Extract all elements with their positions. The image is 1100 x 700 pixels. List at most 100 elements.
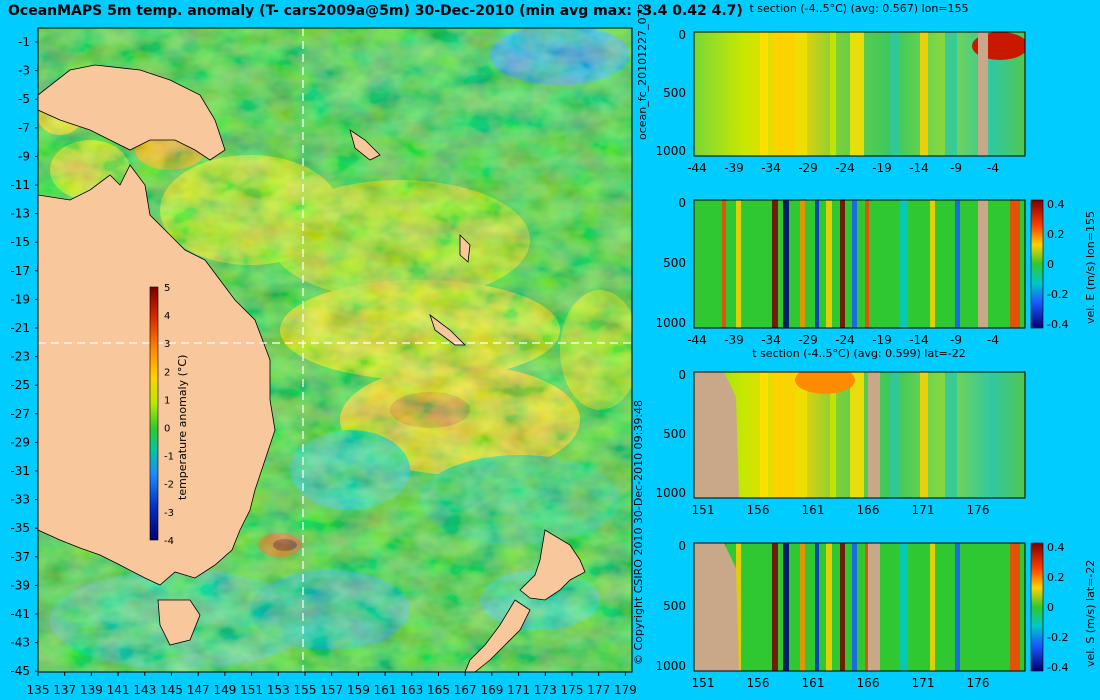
section-stripe: [795, 372, 807, 498]
lon-tick-label: 141: [107, 683, 130, 697]
colorbar-tick-label: -2: [164, 480, 174, 491]
section-stripe: [736, 543, 741, 671]
section-x-tick-label: 161: [802, 503, 825, 517]
velocity-colorbar-tick: -0.4: [1047, 661, 1068, 674]
lat-tick-label: -43: [10, 636, 30, 650]
section-stripe: [773, 372, 783, 498]
lat-tick-label: -31: [10, 464, 30, 478]
colorbar-tick-label: 2: [164, 367, 170, 378]
section-x-tick-label: 171: [912, 676, 935, 690]
section-stripe: [865, 543, 869, 671]
depth-tick-label: 0: [678, 368, 686, 382]
lat-tick-label: -7: [18, 121, 30, 135]
lat-tick-label: -45: [10, 664, 30, 678]
lon-tick-label: 167: [454, 683, 477, 697]
section-x-tick-label: -39: [724, 161, 744, 175]
lat-tick-label: -17: [10, 264, 30, 278]
section-x-tick-label: -29: [798, 333, 818, 347]
section-stripe: [760, 32, 768, 156]
lat-tick-label: -37: [10, 550, 30, 564]
lat-tick-label: -5: [18, 92, 30, 106]
section-stripe: [815, 200, 819, 328]
tasmania: [157, 599, 201, 646]
map-frame: [37, 27, 633, 673]
section-stripe: [783, 543, 789, 671]
section-x-tick-label: 151: [692, 676, 715, 690]
lon-tick-label: 157: [320, 683, 343, 697]
lat-tick-label: -9: [18, 149, 30, 163]
section-stripe: [800, 543, 805, 671]
lat-tick-label: -13: [10, 207, 30, 221]
section-stripe: [830, 32, 836, 156]
section-stripe: [722, 200, 726, 328]
depth-tick-label: 0: [678, 196, 686, 210]
velocity-colorbar-tick: 0: [1047, 258, 1054, 271]
lon-tick-label: 145: [160, 683, 183, 697]
lon-tick-label: 135: [27, 683, 50, 697]
temperature-colorbar: 5 4 3 2 1 0 -1 -2 -3 -4 temperature anomaly (°C): [149, 283, 189, 547]
section-x-tick-label: -29: [798, 161, 818, 175]
latitude-axis: -1 -3 -5 -7 -9 -11 -13 -15 -17 -19 -21 -23 -25 -27 -29…: [10, 35, 38, 678]
lon-tick-label: 169: [480, 683, 503, 697]
section-land: [868, 372, 880, 498]
lat-tick-label: -23: [10, 350, 30, 364]
continental-slope: [694, 372, 739, 498]
section-stripe: [760, 372, 768, 498]
section-stripe: [773, 32, 783, 156]
section-stripe: [930, 200, 935, 328]
velocity-colorbar-tick: 0.2: [1047, 228, 1065, 241]
section-x-tick-label: -34: [761, 333, 781, 347]
section-stripe: [1010, 200, 1020, 328]
lat-tick-label: -27: [10, 407, 30, 421]
section-x-tick-label: -24: [835, 161, 855, 175]
velocity-colorbar-tick: -0.2: [1047, 631, 1068, 644]
section-x-tick-label: 176: [967, 676, 990, 690]
section-frame: [693, 371, 1026, 499]
velocity-colorbar-tick: 0: [1047, 601, 1054, 614]
lat-tick-label: -1: [18, 35, 30, 49]
continental-slope: [694, 543, 739, 671]
section-panel-3: t section (-4..5°C) (avg: 0.599) lat=-22…: [655, 347, 1026, 517]
section-x-tick-label: -39: [724, 333, 744, 347]
colorbar-tick-label: 1: [164, 395, 170, 406]
section-stripe: [955, 543, 960, 671]
section-field: [694, 543, 1025, 671]
section-stripe: [920, 372, 928, 498]
section-stripe: [930, 543, 935, 671]
section-x-tick-label: -9: [950, 333, 962, 347]
lat-tick-label: -29: [10, 435, 30, 449]
colorbar-ticks: 5 4 3 2 1 0 -1 -2 -3 -4: [164, 283, 174, 547]
lat-tick-label: -35: [10, 521, 30, 535]
lon-tick-label: 159: [347, 683, 370, 697]
section-stripe: [900, 200, 908, 328]
lon-tick-label: 149: [213, 683, 236, 697]
lat-tick-label: -25: [10, 378, 30, 392]
velocity-colorbar-tick: 0.4: [1047, 541, 1065, 554]
section-stripe: [840, 543, 845, 671]
section-stripe: [772, 543, 778, 671]
lon-tick-label: 173: [534, 683, 557, 697]
longitude-axis: 135 137 139 141 143 145 147 149 151 153 155 157 159 1…: [27, 672, 637, 697]
lat-tick-label: -11: [10, 178, 30, 192]
lon-tick-label: 147: [187, 683, 210, 697]
lat-tick-label: -19: [10, 292, 30, 306]
colorbar-label: temperature anomaly (°C): [176, 355, 189, 500]
section-x-tick-label: -34: [761, 161, 781, 175]
colorbar-tick-label: -1: [164, 452, 174, 463]
lat-tick-label: -39: [10, 578, 30, 592]
section-stripe: [920, 32, 928, 156]
section-stripe: [900, 543, 908, 671]
lat-tick-label: -3: [18, 64, 30, 78]
section-panel-4: 0 500 1000 151 156 161 166 171 176 0.4 0.2 0 -0.2 -0.…: [655, 539, 1097, 690]
page-title: OceanMAPS 5m temp. anomaly (T- cars2009a…: [8, 3, 743, 19]
section-land: [978, 32, 988, 156]
depth-tick-label: 1000: [655, 486, 686, 500]
new-caledonia: [429, 313, 466, 346]
section-stripe: [815, 543, 819, 671]
section-x-tick-label: 166: [857, 503, 880, 517]
section-stripe: [865, 200, 869, 328]
lon-tick-label: 137: [53, 683, 76, 697]
depth-tick-label: 500: [663, 599, 686, 613]
lon-tick-label: 155: [294, 683, 317, 697]
depth-tick-label: 0: [678, 539, 686, 553]
